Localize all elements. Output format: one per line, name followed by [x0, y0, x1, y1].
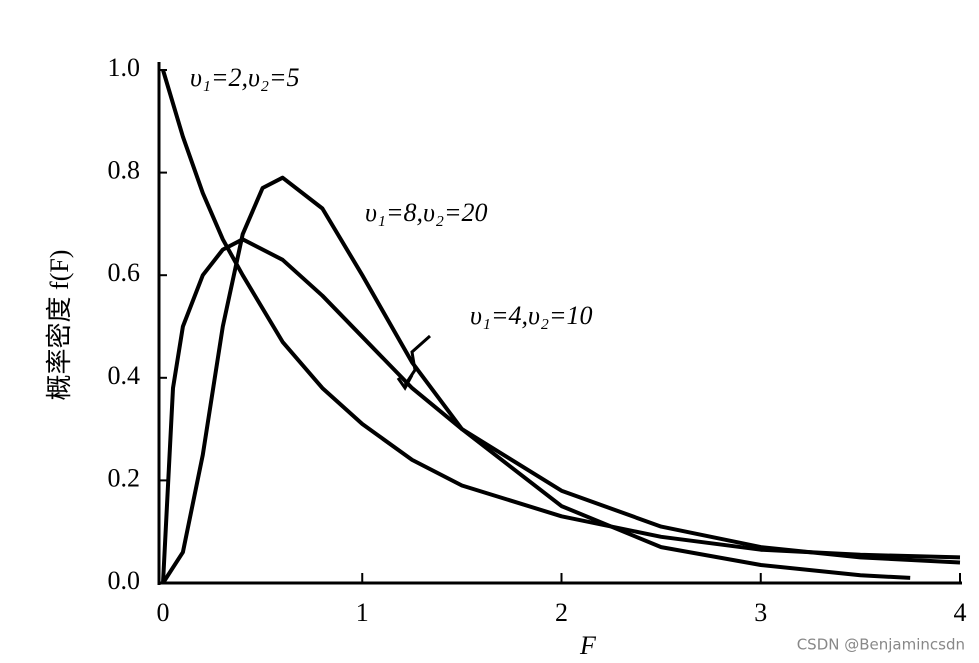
y-tick-label: 0.6	[108, 258, 141, 287]
y-tick-label: 0.0	[108, 566, 141, 595]
watermark: CSDN @Benjamincsdn	[797, 636, 965, 654]
series-label: υ₁=8,υ₂=20	[365, 198, 488, 227]
series-label: υ₁=4,υ₂=10	[470, 301, 593, 330]
series-label: υ₁=2,υ₂=5	[190, 63, 300, 92]
x-tick-label: 4	[954, 598, 967, 627]
x-tick-label: 1	[356, 598, 369, 627]
y-tick-label: 0.8	[108, 156, 141, 185]
x-tick-label: 0	[157, 598, 170, 627]
annotation-arrowhead	[396, 374, 414, 391]
series-line	[161, 175, 911, 585]
y-tick-label: 1.0	[108, 53, 141, 82]
y-tick-label: 0.2	[108, 463, 141, 492]
series-line	[161, 69, 961, 560]
x-tick-label: 2	[555, 598, 568, 627]
x-axis-label: F	[579, 631, 597, 660]
series-line	[161, 237, 961, 584]
y-axis-label: 概率密度 f(F)	[45, 250, 74, 401]
y-tick-label: 0.4	[108, 361, 141, 390]
x-tick-label: 3	[754, 598, 767, 627]
